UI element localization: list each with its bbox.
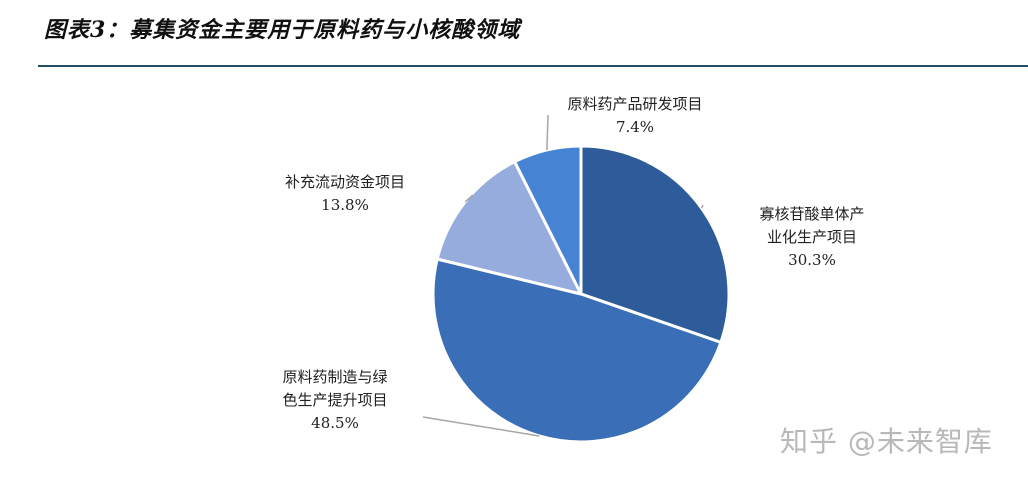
slice-value-label: 7.4% [615, 118, 655, 136]
slice-label-api-manufacturing: 原料药制造与绿 色生产提升项目 48.5% [250, 366, 420, 435]
slice-label-text: 色生产提升项目 [282, 391, 388, 409]
slice-label-text: 原料药产品研发项目 [567, 95, 703, 113]
leader-line-monomer [700, 204, 704, 209]
slice-label-text: 业化生产项目 [766, 228, 857, 246]
slice-value-label: 48.5% [311, 414, 359, 432]
slice-value-label: 30.3% [788, 251, 836, 269]
slice-label-text: 补充流动资金项目 [284, 173, 405, 191]
slice-label-rnd: 原料药产品研发项目 7.4% [525, 93, 745, 139]
slice-rnd [513, 144, 583, 296]
watermark: 知乎 @未来智库 [780, 425, 993, 458]
figure-title: 图表3：募集资金主要用于原料药与小核酸领域 [44, 17, 521, 43]
slice-api-manufacturing [431, 257, 723, 444]
leader-line-api-manufacturing [422, 416, 540, 437]
leader-line-rnd [546, 114, 549, 151]
slice-label-text: 寡核苷酸单体产 [759, 205, 865, 223]
slice-label-text: 原料药制造与绿 [282, 368, 388, 386]
slice-label-working-capital: 补充流动资金项目 13.8% [240, 171, 450, 217]
slice-monomer [579, 144, 731, 344]
title-divider [38, 65, 1028, 67]
slice-label-monomer: 寡核苷酸单体产 业化生产项目 30.3% [722, 203, 902, 272]
slice-value-label: 13.8% [321, 196, 369, 214]
leader-line-working-capital [464, 194, 474, 203]
